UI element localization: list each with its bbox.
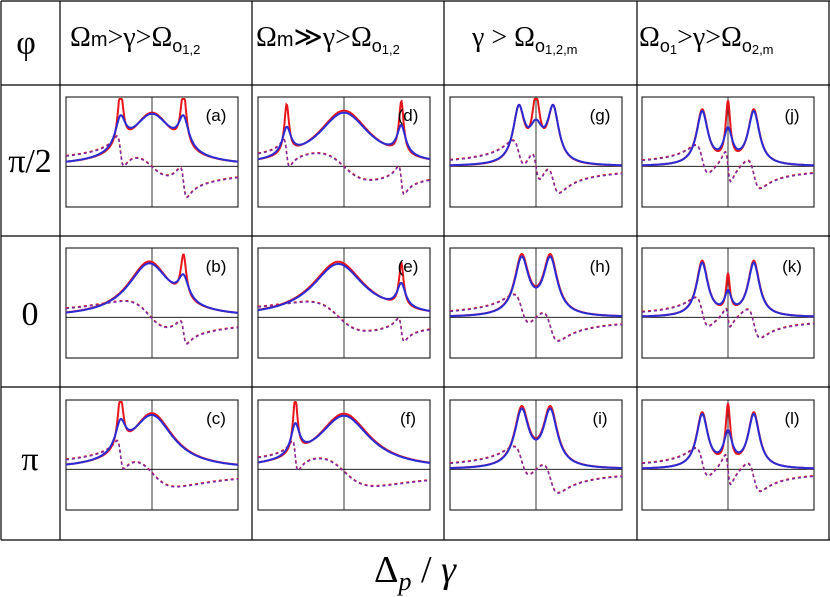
xlabel-gamma: γ bbox=[441, 549, 456, 591]
panel-label: (c) bbox=[206, 409, 226, 428]
series-dispersion-blue bbox=[449, 445, 623, 494]
col4-part-5: 2,m bbox=[752, 42, 774, 57]
panel-label: (d) bbox=[398, 106, 419, 125]
series-absorption-blue bbox=[450, 104, 622, 167]
column-header-3: γ > Ωo1,2,m bbox=[471, 22, 578, 57]
col1-part-1: m bbox=[91, 29, 108, 51]
col2-part-3: o bbox=[372, 36, 382, 56]
x-axis-label: Δp / γ bbox=[0, 548, 830, 597]
series-dispersion-blue bbox=[450, 139, 622, 194]
series-dispersion-blue bbox=[642, 296, 814, 339]
col3-part-2: γ > Ω bbox=[471, 22, 535, 53]
series-absorption-blue bbox=[66, 414, 238, 466]
col4-part-4: o bbox=[742, 36, 752, 56]
col1-part-0: Ω bbox=[70, 22, 91, 53]
series-dispersion-blue bbox=[65, 300, 238, 345]
row-label-zero: 0 bbox=[22, 296, 39, 333]
panel-label: (h) bbox=[590, 257, 611, 276]
col1-part-2: >γ>Ω bbox=[107, 22, 172, 53]
panel-label: (a) bbox=[206, 106, 227, 125]
panel-label: (b) bbox=[206, 257, 227, 276]
panel-label: (j) bbox=[784, 106, 799, 125]
panels: (a) (d) (g) (j) (b) (e) (h) (k) (c) (f) (i) (l) bbox=[65, 96, 815, 511]
phi-header: φ bbox=[16, 25, 36, 62]
panel-label: (i) bbox=[592, 409, 607, 428]
panel-label: (l) bbox=[784, 409, 799, 428]
panel-f: (f) bbox=[257, 399, 431, 511]
series-absorption-blue bbox=[642, 109, 814, 167]
column-header-2: Ωm≫γ>Ωo1,2 bbox=[256, 22, 400, 57]
panel-label: (k) bbox=[782, 257, 802, 276]
series-absorption-blue bbox=[257, 414, 430, 464]
column-header-4: Ωo1>γ>Ωo2,m bbox=[639, 22, 774, 57]
col2-part-2: ≫γ>Ω bbox=[293, 22, 371, 53]
panel-label: (e) bbox=[398, 257, 419, 276]
col3-part-4: 1,2,m bbox=[545, 42, 578, 57]
xlabel-delta: Δ bbox=[374, 549, 399, 591]
panel-label: (f) bbox=[400, 409, 416, 428]
series-dispersion-blue bbox=[65, 440, 239, 488]
series-absorption-blue bbox=[65, 262, 239, 314]
series-dispersion-blue bbox=[257, 139, 431, 196]
panel-g: (g) bbox=[449, 96, 623, 208]
col1-part-4: 1,2 bbox=[182, 42, 200, 57]
panel-label: (g) bbox=[590, 106, 611, 125]
series-absorption-blue bbox=[641, 261, 815, 318]
series-dispersion-blue bbox=[449, 293, 623, 342]
panel-h: (h) bbox=[449, 247, 623, 359]
col2-part-1: m bbox=[277, 29, 294, 51]
series-absorption-blue bbox=[450, 407, 622, 470]
col4-part-1: o bbox=[660, 36, 670, 56]
col3-part-3: o bbox=[535, 36, 545, 56]
col4-part-2: 1 bbox=[670, 42, 677, 57]
panel-j: (j) bbox=[641, 96, 815, 208]
panel-k: (k) bbox=[641, 247, 815, 359]
col2-part-0: Ω bbox=[256, 22, 277, 53]
panel-b: (b) bbox=[65, 247, 239, 359]
series-absorption-blue bbox=[642, 412, 814, 470]
row-label-pi: π bbox=[21, 441, 38, 478]
series-absorption-blue bbox=[257, 111, 431, 161]
col1-part-3: o bbox=[172, 36, 182, 56]
row-label-pi-half: π/2 bbox=[8, 143, 52, 180]
panel-d: (d) bbox=[257, 96, 431, 208]
series-absorption-red bbox=[257, 99, 431, 161]
series-absorption-blue bbox=[65, 112, 239, 163]
series-dispersion-blue bbox=[65, 135, 239, 199]
col4-part-3: >γ>Ω bbox=[677, 22, 742, 53]
column-header-1: Ωm>γ>Ωo1,2 bbox=[70, 22, 200, 57]
series-absorption-blue bbox=[450, 255, 622, 318]
panel-i: (i) bbox=[449, 399, 623, 511]
table-grid bbox=[0, 0, 830, 541]
xlabel-sub: p bbox=[398, 567, 412, 596]
panel-c: (c) bbox=[65, 399, 239, 511]
col2-part-4: 1,2 bbox=[382, 42, 400, 57]
series-absorption-blue bbox=[257, 262, 431, 312]
panel-l: (l) bbox=[641, 399, 815, 511]
xlabel-slash: / bbox=[411, 549, 441, 591]
panel-a: (a) bbox=[65, 96, 239, 208]
panel-e: (e) bbox=[257, 247, 431, 359]
col4-part-0: Ω bbox=[639, 22, 660, 53]
